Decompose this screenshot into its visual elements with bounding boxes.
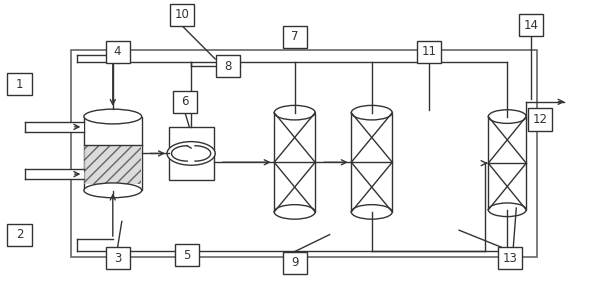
Bar (25, 169, 84, 179)
Text: 7: 7 (291, 30, 298, 43)
Bar (7, 73, 31, 95)
Ellipse shape (274, 205, 315, 219)
Ellipse shape (84, 109, 142, 124)
Bar (71, 50, 537, 257)
Bar (417, 41, 441, 63)
Circle shape (167, 142, 215, 165)
Text: 1: 1 (16, 77, 23, 91)
Text: 12: 12 (533, 113, 548, 126)
Bar (499, 247, 522, 269)
Bar (7, 224, 31, 246)
Ellipse shape (488, 203, 526, 217)
Bar (169, 127, 214, 180)
Bar (175, 244, 199, 266)
Bar (25, 122, 84, 132)
Text: 13: 13 (503, 252, 518, 265)
Bar (173, 91, 197, 113)
Ellipse shape (274, 105, 315, 120)
Bar (519, 14, 543, 36)
Ellipse shape (352, 205, 392, 219)
Bar (283, 252, 307, 274)
Text: 4: 4 (114, 45, 122, 58)
Ellipse shape (352, 105, 392, 120)
Bar (528, 108, 552, 131)
Ellipse shape (488, 110, 526, 123)
Text: 3: 3 (114, 252, 122, 265)
Bar (283, 26, 307, 48)
Bar (106, 247, 129, 269)
Bar (170, 4, 194, 26)
Bar (84, 117, 142, 190)
Ellipse shape (84, 183, 142, 198)
Text: 5: 5 (183, 249, 191, 262)
Bar (352, 113, 392, 212)
Text: 2: 2 (16, 228, 23, 241)
Text: 11: 11 (422, 45, 436, 58)
Text: 8: 8 (224, 60, 232, 73)
Bar (106, 41, 129, 63)
Bar (85, 145, 141, 184)
Text: 14: 14 (524, 18, 539, 32)
Bar (488, 117, 526, 210)
Text: 9: 9 (291, 256, 298, 269)
Bar (274, 113, 315, 212)
Bar (217, 55, 240, 77)
Text: 6: 6 (182, 95, 189, 108)
Text: 10: 10 (175, 8, 189, 21)
